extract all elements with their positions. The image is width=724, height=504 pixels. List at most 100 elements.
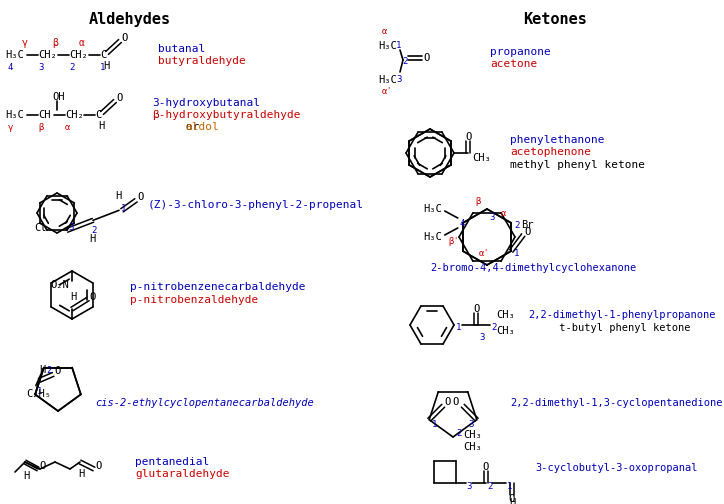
Text: CH₃: CH₃ — [496, 310, 515, 320]
Text: butanal: butanal — [158, 44, 205, 54]
Text: β: β — [38, 123, 43, 133]
Text: acetone: acetone — [490, 59, 537, 69]
Text: α': α' — [382, 88, 392, 96]
Text: β: β — [475, 197, 481, 206]
Text: CH₃: CH₃ — [463, 430, 481, 440]
Text: C: C — [100, 50, 106, 60]
Text: O: O — [95, 461, 101, 471]
Text: t-butyl phenyl ketone: t-butyl phenyl ketone — [528, 323, 691, 333]
Text: α: α — [501, 209, 507, 218]
Text: 3: 3 — [489, 213, 494, 221]
Text: 1: 1 — [100, 62, 106, 72]
Text: O: O — [482, 462, 489, 472]
Text: O: O — [452, 397, 459, 407]
Text: O: O — [465, 132, 471, 142]
Text: α: α — [65, 123, 70, 133]
Text: H: H — [78, 469, 84, 479]
Text: H: H — [23, 471, 29, 481]
Text: β: β — [52, 38, 58, 48]
Text: 2: 2 — [91, 226, 96, 235]
Text: H₃C: H₃C — [423, 232, 442, 242]
Text: 1: 1 — [507, 482, 512, 491]
Text: O: O — [121, 33, 127, 43]
Text: (Z)-3-chloro-3-phenyl-2-propenal: (Z)-3-chloro-3-phenyl-2-propenal — [148, 200, 364, 210]
Text: α: α — [79, 38, 85, 48]
Text: OH: OH — [52, 92, 64, 102]
Text: H: H — [115, 192, 121, 201]
Text: p-nitrobenzaldehyde: p-nitrobenzaldehyde — [130, 295, 258, 305]
Text: 1: 1 — [456, 324, 461, 333]
Text: 2,2-dimethyl-1-phenylpropanone: 2,2-dimethyl-1-phenylpropanone — [528, 310, 715, 320]
Text: 3-hydroxybutanal: 3-hydroxybutanal — [152, 98, 260, 108]
Text: O: O — [137, 193, 143, 202]
Text: 2: 2 — [456, 428, 461, 437]
Text: O: O — [89, 292, 96, 302]
Text: γ: γ — [8, 123, 13, 133]
Text: glutaraldehyde: glutaraldehyde — [135, 469, 230, 479]
Text: H: H — [98, 121, 104, 131]
Text: Ketones: Ketones — [523, 12, 587, 27]
Text: O: O — [116, 93, 122, 103]
Text: O: O — [473, 304, 479, 314]
Text: H₃C: H₃C — [423, 204, 442, 214]
Text: 3: 3 — [468, 420, 474, 429]
Text: H₃C: H₃C — [5, 50, 24, 60]
Text: 2: 2 — [46, 366, 51, 375]
Text: 2: 2 — [69, 62, 75, 72]
Text: CH₂: CH₂ — [65, 110, 84, 120]
Text: 3-cyclobutyl-3-oxopropanal: 3-cyclobutyl-3-oxopropanal — [535, 463, 697, 473]
Text: CH₂: CH₂ — [69, 50, 88, 60]
Text: 1: 1 — [396, 41, 401, 50]
Text: H: H — [39, 365, 46, 375]
Text: H: H — [89, 234, 96, 244]
Text: C₂H₅: C₂H₅ — [26, 389, 51, 399]
Text: 2-bromo-4,4-dimethylcyclohexanone: 2-bromo-4,4-dimethylcyclohexanone — [430, 263, 636, 273]
Text: 4: 4 — [8, 62, 13, 72]
Text: H₃C: H₃C — [378, 41, 397, 51]
Text: 3: 3 — [38, 62, 43, 72]
Text: 1: 1 — [121, 204, 127, 213]
Text: butyraldehyde: butyraldehyde — [158, 56, 245, 66]
Text: α': α' — [479, 248, 489, 258]
Text: CH₃: CH₃ — [496, 326, 515, 336]
Text: 3: 3 — [68, 223, 73, 232]
Text: 1: 1 — [432, 420, 437, 429]
Text: propanone: propanone — [490, 47, 551, 57]
Text: pentanedial: pentanedial — [135, 457, 209, 467]
Text: H: H — [510, 497, 516, 504]
Text: O: O — [423, 53, 429, 63]
Text: 3: 3 — [396, 76, 401, 85]
Text: CH₂: CH₂ — [38, 50, 56, 60]
Text: O: O — [54, 366, 60, 376]
Text: α: α — [382, 28, 387, 36]
Text: O: O — [524, 227, 531, 237]
Text: Aldehydes: Aldehydes — [89, 12, 171, 27]
Text: C: C — [95, 110, 101, 120]
Text: CH: CH — [38, 110, 51, 120]
Text: 3: 3 — [479, 333, 484, 342]
Text: H: H — [70, 292, 76, 302]
Text: or: or — [152, 122, 206, 132]
Text: 2: 2 — [491, 323, 497, 332]
Text: O: O — [508, 493, 515, 503]
Text: 4: 4 — [460, 219, 465, 227]
Text: H₃C: H₃C — [5, 110, 24, 120]
Text: acetophenone: acetophenone — [510, 147, 591, 157]
Text: Br: Br — [521, 220, 534, 230]
Text: β-hydroxybutyraldehyde: β-hydroxybutyraldehyde — [152, 110, 300, 120]
Text: 2: 2 — [402, 57, 408, 67]
Text: 1: 1 — [514, 248, 520, 258]
Text: Cl: Cl — [35, 223, 47, 233]
Text: γ: γ — [22, 38, 28, 48]
Text: O: O — [445, 397, 450, 407]
Text: β': β' — [449, 236, 460, 245]
Text: cis-2-ethylcyclopentanecarbaldehyde: cis-2-ethylcyclopentanecarbaldehyde — [95, 398, 313, 408]
Text: methyl phenyl ketone: methyl phenyl ketone — [510, 160, 645, 170]
Text: H: H — [103, 61, 109, 71]
Text: phenylethanone: phenylethanone — [510, 135, 605, 145]
Text: O₂N: O₂N — [50, 280, 69, 290]
Text: 1: 1 — [37, 387, 43, 396]
Text: 2: 2 — [514, 221, 520, 229]
Text: 2: 2 — [487, 482, 493, 491]
Text: CH₃: CH₃ — [472, 153, 491, 163]
